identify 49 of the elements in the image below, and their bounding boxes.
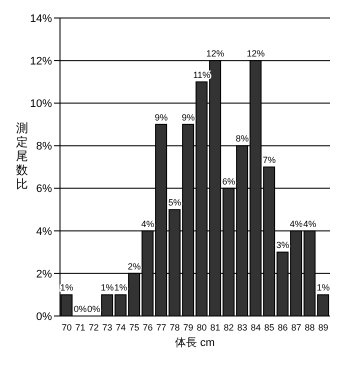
x-tick-label: 84 xyxy=(250,322,261,332)
data-label: 5% xyxy=(168,198,182,208)
x-axis-title: 体長 cm xyxy=(175,337,215,349)
data-label: 8% xyxy=(236,134,249,144)
x-tick-label: 71 xyxy=(75,322,86,332)
data-label: 1% xyxy=(316,282,330,293)
y-tick-label: 8% xyxy=(36,140,52,153)
x-tick-label: 75 xyxy=(129,322,140,332)
y-tick-label: 2% xyxy=(36,268,52,280)
x-tick-label: 85 xyxy=(264,322,274,332)
data-label: 1% xyxy=(60,282,74,293)
y-tick-label: 4% xyxy=(36,226,52,238)
x-tick-label: 74 xyxy=(116,322,126,332)
y-tick-label: 6% xyxy=(36,183,52,196)
y-tick-label: 10% xyxy=(30,98,52,110)
data-label: 4% xyxy=(290,218,303,229)
data-label: 2% xyxy=(128,261,141,272)
data-label: 0% xyxy=(87,304,100,314)
x-tick-label: 70 xyxy=(62,322,72,332)
data-label: 7% xyxy=(262,155,276,165)
data-label: 4% xyxy=(303,218,316,229)
x-tick-label: 73 xyxy=(102,322,112,332)
x-tick-label: 81 xyxy=(210,322,220,332)
data-label: 9% xyxy=(154,112,168,122)
data-label: 12% xyxy=(246,48,265,59)
x-tick-label: 72 xyxy=(88,322,99,332)
y-tick-label: 14% xyxy=(30,12,52,25)
x-tick-label: 88 xyxy=(304,322,315,332)
data-label: 4% xyxy=(141,218,154,229)
data-label: 1% xyxy=(100,282,114,293)
y-axis-title: 測定尾数比 xyxy=(16,121,28,191)
x-tick-label: 76 xyxy=(142,322,153,332)
x-tick-label: 89 xyxy=(318,322,328,332)
x-tick-label: 83 xyxy=(237,322,248,332)
x-tick-label: 77 xyxy=(156,322,166,332)
data-label: 0% xyxy=(74,304,87,314)
x-tick-label: 87 xyxy=(291,322,302,332)
x-tick-label: 80 xyxy=(196,322,207,332)
data-label: 1% xyxy=(114,282,128,293)
y-tick-label: 0% xyxy=(36,310,52,323)
data-label: 9% xyxy=(182,112,195,122)
x-tick-label: 86 xyxy=(278,322,288,332)
x-tick-label: 82 xyxy=(224,322,234,332)
x-tick-label: 78 xyxy=(170,322,180,332)
data-label: 6% xyxy=(222,176,236,186)
data-label: 12% xyxy=(206,48,224,59)
data-label: 3% xyxy=(276,240,290,250)
x-tick-label: 79 xyxy=(183,322,194,332)
y-tick-label: 12% xyxy=(30,55,52,68)
